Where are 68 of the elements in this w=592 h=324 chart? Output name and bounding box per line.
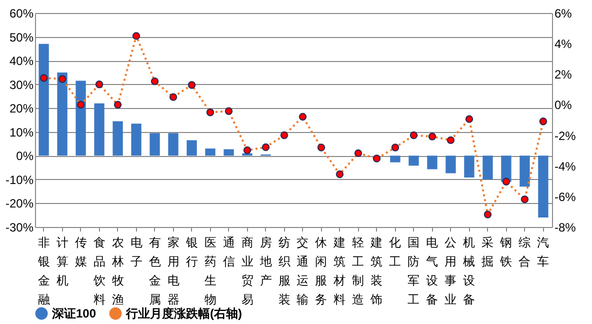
bar <box>538 156 548 218</box>
y2-tick-label: -4% <box>554 159 576 174</box>
legend-label: 深证100 <box>51 306 96 321</box>
x-tick-label: 汽车 <box>537 236 550 268</box>
y-tick-label: 10% <box>9 125 34 140</box>
y2-tick-label: 2% <box>554 68 572 82</box>
bar <box>112 121 123 156</box>
x-tick-label: 房地产 <box>258 236 272 288</box>
bar <box>408 156 419 166</box>
bar <box>131 124 142 156</box>
x-tick-label: 电气设备 <box>426 236 438 306</box>
bar <box>427 156 438 170</box>
bar <box>186 140 197 156</box>
legend-label: 行业月度涨跌幅(右轴) <box>125 306 242 321</box>
bar <box>168 133 178 156</box>
x-tick-label: 家用电器 <box>167 236 180 306</box>
y-tick-label: -20% <box>5 196 34 211</box>
bar <box>482 156 493 180</box>
y-tick-label: 40% <box>9 54 34 68</box>
bar <box>76 80 86 156</box>
x-tick-label: 农林牧渔 <box>110 236 124 306</box>
bar <box>501 156 512 182</box>
x-tick-label: 医药生物 <box>204 236 216 306</box>
x-tick-label: 非银金融 <box>36 236 50 306</box>
bar <box>205 148 216 156</box>
x-tick-label: 休闲服务 <box>315 236 328 306</box>
x-tick-label: 传媒 <box>74 236 87 268</box>
x-tick-label: 轻工制造 <box>352 236 364 306</box>
bar <box>150 133 160 156</box>
y2-tick-label: -6% <box>554 190 576 204</box>
y-tick-label: 50% <box>9 30 34 44</box>
bar <box>38 44 49 156</box>
x-tick-label: 建筑材料 <box>332 236 346 306</box>
y-tick-label: 20% <box>9 102 34 116</box>
bar <box>446 156 456 174</box>
bar <box>224 149 234 156</box>
y2-tick-label: -8% <box>554 220 576 234</box>
x-tick-label: 化工 <box>389 236 402 268</box>
y-tick-label: 60% <box>9 6 34 20</box>
y-tick-label: -10% <box>5 172 34 187</box>
bar <box>57 72 68 156</box>
bar <box>94 103 104 156</box>
x-tick-label: 通信 <box>222 236 235 268</box>
x-tick-label: 有色金属 <box>148 236 161 306</box>
x-tick-label: 机械设备 <box>463 236 476 306</box>
bar <box>520 156 530 187</box>
y2-tick-label: 0% <box>554 98 572 112</box>
x-tick-label: 食品饮料 <box>92 236 106 306</box>
y2-tick-label: -2% <box>554 128 576 143</box>
x-tick-label: 综合 <box>518 236 531 268</box>
x-tick-label: 银行 <box>184 236 198 268</box>
y2-tick-label: 4% <box>554 37 572 52</box>
x-tick-label: 交通运输 <box>296 236 309 306</box>
x-tick-label: 公用事业 <box>444 236 457 306</box>
x-tick-label: 商业贸易 <box>241 236 254 306</box>
y2-tick-label: 6% <box>554 6 572 20</box>
x-tick-label: 钢铁 <box>499 236 512 268</box>
x-tick-label: 计算机 <box>56 236 68 288</box>
y-tick-label: 30% <box>9 78 34 92</box>
x-tick-label: 电子 <box>130 236 142 268</box>
y-tick-label: 0% <box>16 149 34 164</box>
x-tick-label: 采掘 <box>482 236 494 268</box>
x-tick-label: 建筑装饰 <box>370 236 383 306</box>
bar <box>464 156 474 178</box>
bar <box>390 156 400 162</box>
x-tick-label: 纺织服装 <box>278 236 290 306</box>
x-tick-label: 国防军工 <box>408 236 420 306</box>
y-tick-label: -30% <box>5 220 34 234</box>
